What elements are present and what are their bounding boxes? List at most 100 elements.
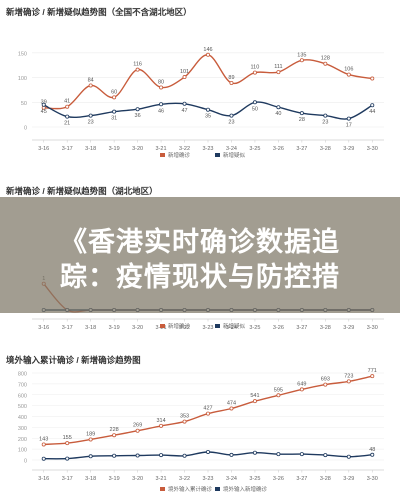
- x-tick-label: 3-18: [85, 476, 96, 482]
- x-tick-label: 3-25: [249, 476, 260, 482]
- y-tick-label: 300: [18, 426, 27, 432]
- data-point: [159, 453, 164, 458]
- data-label: 110: [251, 65, 260, 71]
- data-label: 41: [64, 99, 70, 105]
- data-point: [112, 453, 117, 458]
- x-tick-label: 3-20: [132, 476, 143, 482]
- legend-swatch: [160, 324, 165, 328]
- data-label: 269: [133, 423, 142, 429]
- data-label: 595: [274, 387, 283, 393]
- data-label: 45: [41, 109, 47, 115]
- data-label: 106: [344, 67, 353, 73]
- data-point: [323, 61, 328, 66]
- data-point: [112, 109, 117, 114]
- x-tick-label: 3-17: [62, 146, 73, 152]
- x-tick-label: 3-19: [109, 146, 120, 152]
- legend-label: 新增确诊: [168, 151, 191, 159]
- x-tick-label: 3-26: [273, 325, 284, 331]
- data-point: [135, 428, 140, 433]
- x-tick-label: 3-20: [132, 325, 143, 331]
- data-point: [112, 95, 117, 100]
- x-tick-label: 3-26: [273, 476, 284, 482]
- data-point: [41, 102, 46, 107]
- chart-title: 新增确诊 / 新增疑似趋势图（全国不含湖北地区）: [6, 7, 192, 17]
- data-label: 80: [158, 79, 164, 85]
- data-point: [229, 80, 234, 85]
- legend-label: 境外输入累计确诊: [168, 485, 213, 493]
- data-label: 101: [180, 69, 189, 75]
- x-tick-label: 3-24: [226, 325, 237, 331]
- data-point: [88, 83, 93, 88]
- legend-swatch: [160, 487, 165, 491]
- title-overlay-banner: [0, 197, 400, 313]
- data-point: [370, 76, 375, 81]
- x-tick-label: 3-22: [179, 146, 190, 152]
- data-label: 36: [135, 113, 141, 119]
- data-point: [370, 103, 375, 108]
- data-label: 314: [156, 418, 165, 424]
- x-tick-label: 3-18: [85, 146, 96, 152]
- x-tick-label: 3-23: [202, 476, 213, 482]
- data-label: 48: [369, 447, 375, 453]
- x-tick-label: 3-23: [202, 146, 213, 152]
- data-point: [229, 452, 234, 457]
- overlay-headline-line-1: 《香港实时确诊数据追: [60, 227, 340, 258]
- data-point: [112, 433, 117, 438]
- legend-swatch: [215, 487, 220, 491]
- x-tick-label: 3-22: [179, 476, 190, 482]
- data-point: [323, 453, 328, 458]
- data-point: [65, 456, 70, 461]
- data-label: 353: [180, 414, 189, 420]
- data-point: [323, 382, 328, 387]
- legend-swatch: [215, 153, 220, 157]
- data-point: [252, 70, 257, 75]
- data-point: [299, 452, 304, 457]
- data-label: 111: [274, 64, 282, 70]
- data-point: [346, 454, 351, 459]
- data-point: [65, 441, 70, 446]
- data-point: [88, 437, 93, 442]
- chart-title: 境外输入累计确诊 / 新增确诊趋势图: [6, 355, 141, 365]
- data-point: [346, 72, 351, 77]
- x-tick-label: 3-25: [249, 325, 260, 331]
- y-tick-label: 400: [18, 415, 27, 421]
- data-label: 21: [64, 121, 70, 127]
- data-point: [276, 393, 281, 398]
- data-point: [370, 452, 375, 457]
- y-tick-label: 100: [18, 76, 27, 82]
- data-label: 60: [111, 89, 117, 95]
- data-point: [252, 450, 257, 455]
- x-tick-label: 3-16: [38, 146, 49, 152]
- data-label: 723: [344, 373, 353, 379]
- y-tick-label: 700: [18, 382, 27, 388]
- x-tick-label: 3-30: [367, 146, 378, 152]
- data-point: [252, 100, 257, 105]
- data-point: [346, 116, 351, 121]
- data-point: [276, 105, 281, 110]
- chart-3: 境外输入累计确诊 / 新增确诊趋势图 800 700 600 500 400 300 200 1…: [6, 355, 384, 493]
- x-tick-label: 3-26: [273, 146, 284, 152]
- data-point: [88, 113, 93, 118]
- data-point: [135, 107, 140, 112]
- data-point: [205, 449, 210, 454]
- data-label: 84: [88, 77, 94, 83]
- data-point: [299, 111, 304, 116]
- data-label: 135: [297, 52, 306, 58]
- data-label: 47: [181, 108, 187, 114]
- x-tick-label: 3-19: [109, 325, 120, 331]
- data-label: 228: [110, 427, 119, 433]
- y-tick-label: 800: [18, 372, 27, 378]
- data-point: [229, 113, 234, 118]
- data-label: 649: [297, 381, 306, 387]
- x-tick-label: 3-30: [367, 476, 378, 482]
- data-point: [41, 456, 46, 461]
- y-tick-label: 0: [24, 126, 27, 132]
- data-point: [370, 374, 375, 379]
- x-tick-label: 3-29: [343, 146, 354, 152]
- data-point: [229, 406, 234, 411]
- x-tick-label: 3-16: [38, 325, 49, 331]
- data-point: [182, 419, 187, 424]
- x-tick-label: 3-22: [179, 325, 190, 331]
- legend-label: 新增疑似: [223, 322, 246, 330]
- data-label: 427: [203, 406, 212, 412]
